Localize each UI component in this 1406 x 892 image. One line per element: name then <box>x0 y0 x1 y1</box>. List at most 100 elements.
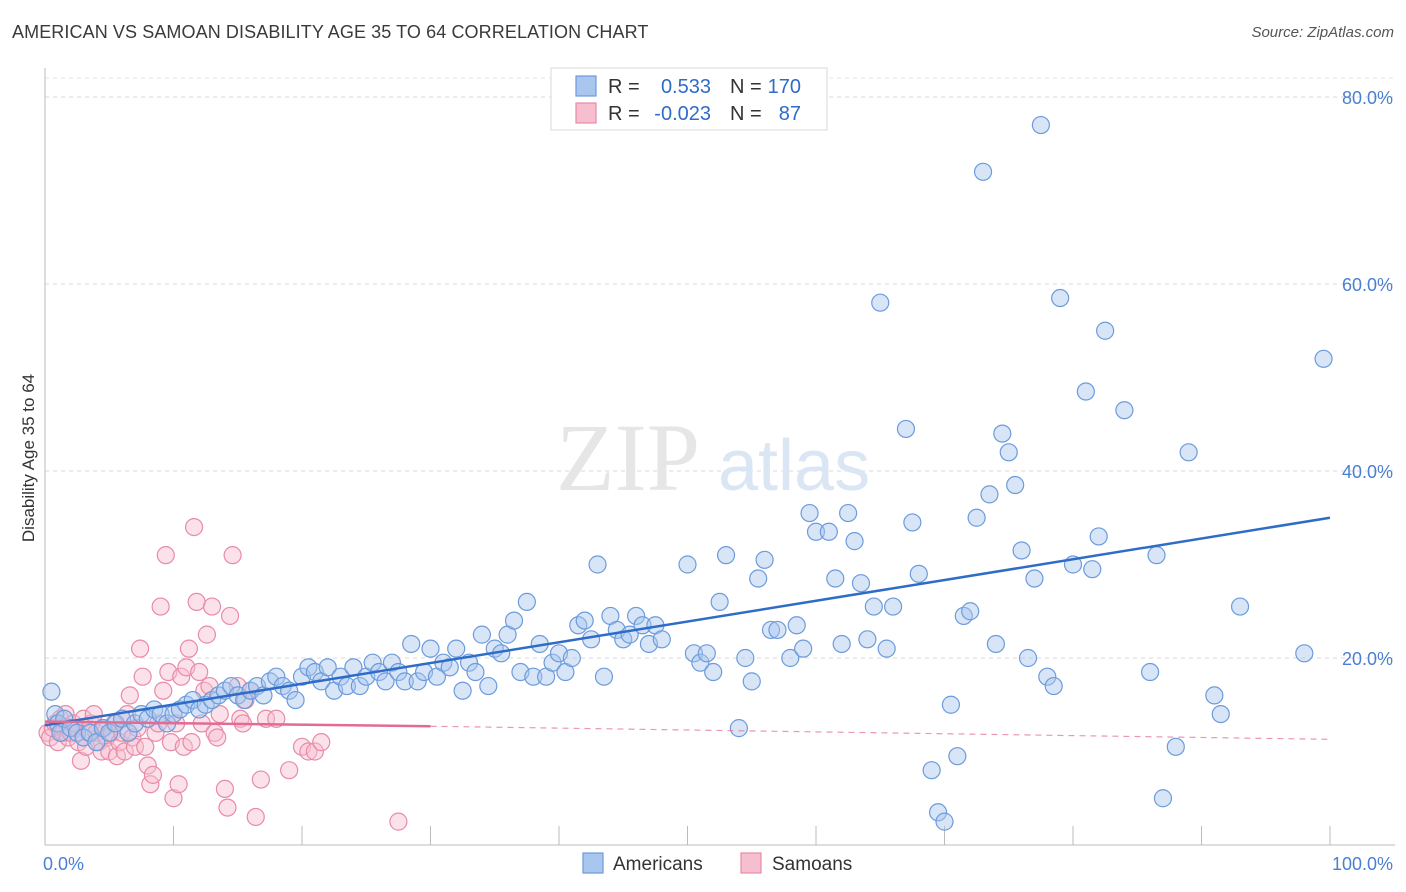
americans-point <box>684 644 704 663</box>
americans-point <box>736 648 755 668</box>
americans-point <box>922 761 941 780</box>
americans-point <box>806 522 826 541</box>
americans-point <box>382 653 402 672</box>
legend-n-label: N = <box>730 103 762 125</box>
legend-swatch-samoans <box>575 102 597 124</box>
americans-point <box>1031 115 1050 135</box>
americans-point <box>1044 676 1063 696</box>
americans-point <box>749 569 768 588</box>
samoans-point <box>312 733 331 752</box>
y-tick-label: 20.0% <box>1342 649 1393 669</box>
americans-point <box>652 630 671 649</box>
americans-point <box>794 639 813 658</box>
americans-point <box>119 723 138 742</box>
americans-point <box>42 682 61 701</box>
y-tick-label: 80.0% <box>1342 88 1393 108</box>
americans-point <box>286 690 305 710</box>
americans-point <box>980 485 999 504</box>
samoans-point <box>251 770 270 789</box>
americans-point <box>472 625 491 644</box>
americans-points <box>42 115 1333 831</box>
americans-point <box>839 503 858 523</box>
americans-point <box>1076 382 1095 401</box>
watermark-zip: ZIP <box>556 404 700 511</box>
samoans-point <box>389 812 408 831</box>
legend-n-value: 87 <box>779 103 801 125</box>
samoans-point <box>133 667 152 686</box>
americans-point <box>1295 644 1314 663</box>
americans-point <box>453 681 472 700</box>
americans-point <box>845 532 864 551</box>
americans-point <box>1096 321 1115 340</box>
tick-labels: 20.0% 40.0% 60.0% 80.0% 0.0% 100.0% <box>43 88 1393 874</box>
americans-point <box>871 293 890 312</box>
samoans-point <box>71 751 91 770</box>
americans-point <box>935 812 954 831</box>
samoans-point <box>143 765 163 784</box>
series-legend: Americans Samoans <box>582 852 852 875</box>
samoans-point <box>115 742 134 761</box>
americans-point <box>1006 475 1025 495</box>
samoans-point <box>156 546 175 565</box>
americans-point <box>1205 686 1224 705</box>
americans-point <box>787 616 806 635</box>
americans-point <box>704 662 723 682</box>
americans-point <box>1089 527 1108 546</box>
americans-point <box>504 611 524 630</box>
samoans-point <box>190 662 209 682</box>
bottom-legend-swatch-samoans <box>740 852 762 874</box>
samoans-point <box>179 639 199 658</box>
source-label: Source: ZipAtlas.com <box>1251 24 1394 41</box>
americans-point <box>588 555 607 574</box>
americans-point <box>819 522 838 541</box>
americans-point <box>1115 401 1134 420</box>
americans-point <box>967 508 986 527</box>
americans-point <box>851 574 871 593</box>
americans-point <box>903 513 922 532</box>
samoans-point <box>218 798 237 817</box>
americans-point <box>999 443 1018 462</box>
americans-point <box>1147 546 1166 565</box>
americans-point <box>350 676 369 696</box>
americans-point <box>562 648 581 668</box>
americans-point <box>1166 737 1185 756</box>
americans-point <box>742 672 761 691</box>
legend-r-value: -0.023 <box>654 103 711 125</box>
legend-n-value: 170 <box>768 76 801 98</box>
americans-point <box>1083 560 1102 579</box>
samoans-point <box>187 592 206 612</box>
samoans-point <box>280 761 299 780</box>
americans-point <box>928 803 948 822</box>
x-tick-label: 0.0% <box>43 854 84 874</box>
samoans-point <box>172 667 191 686</box>
americans-point <box>466 662 485 682</box>
americans-point <box>896 419 916 439</box>
americans-point <box>376 672 395 691</box>
samoans-trend-line <box>44 720 431 728</box>
samoans-trend-extension <box>430 725 1331 740</box>
americans-point <box>993 424 1012 443</box>
samoans-point <box>267 709 286 728</box>
americans-point <box>877 639 896 658</box>
samoans-point <box>138 756 157 775</box>
americans-point <box>402 634 421 654</box>
bottom-legend-samoans: Samoans <box>772 854 852 875</box>
americans-point <box>447 639 466 658</box>
americans-point <box>909 564 928 583</box>
samoans-point <box>154 681 173 700</box>
samoans-point <box>184 517 204 537</box>
americans-point <box>408 672 427 691</box>
y-tick-label: 60.0% <box>1342 275 1393 295</box>
chart-title: AMERICAN VS SAMOAN DISABILITY AGE 35 TO … <box>12 22 649 42</box>
americans-point <box>575 611 594 630</box>
americans-point <box>1051 288 1070 308</box>
americans-point <box>1230 597 1250 616</box>
legend-n-label: N = <box>730 76 762 98</box>
americans-point <box>826 569 845 588</box>
legend-r-value: 0.533 <box>661 76 711 98</box>
americans-point <box>1025 569 1044 588</box>
samoans-point <box>215 779 234 799</box>
americans-point <box>479 676 498 696</box>
y-axis-label: Disability Age 35 to 64 <box>19 374 38 542</box>
